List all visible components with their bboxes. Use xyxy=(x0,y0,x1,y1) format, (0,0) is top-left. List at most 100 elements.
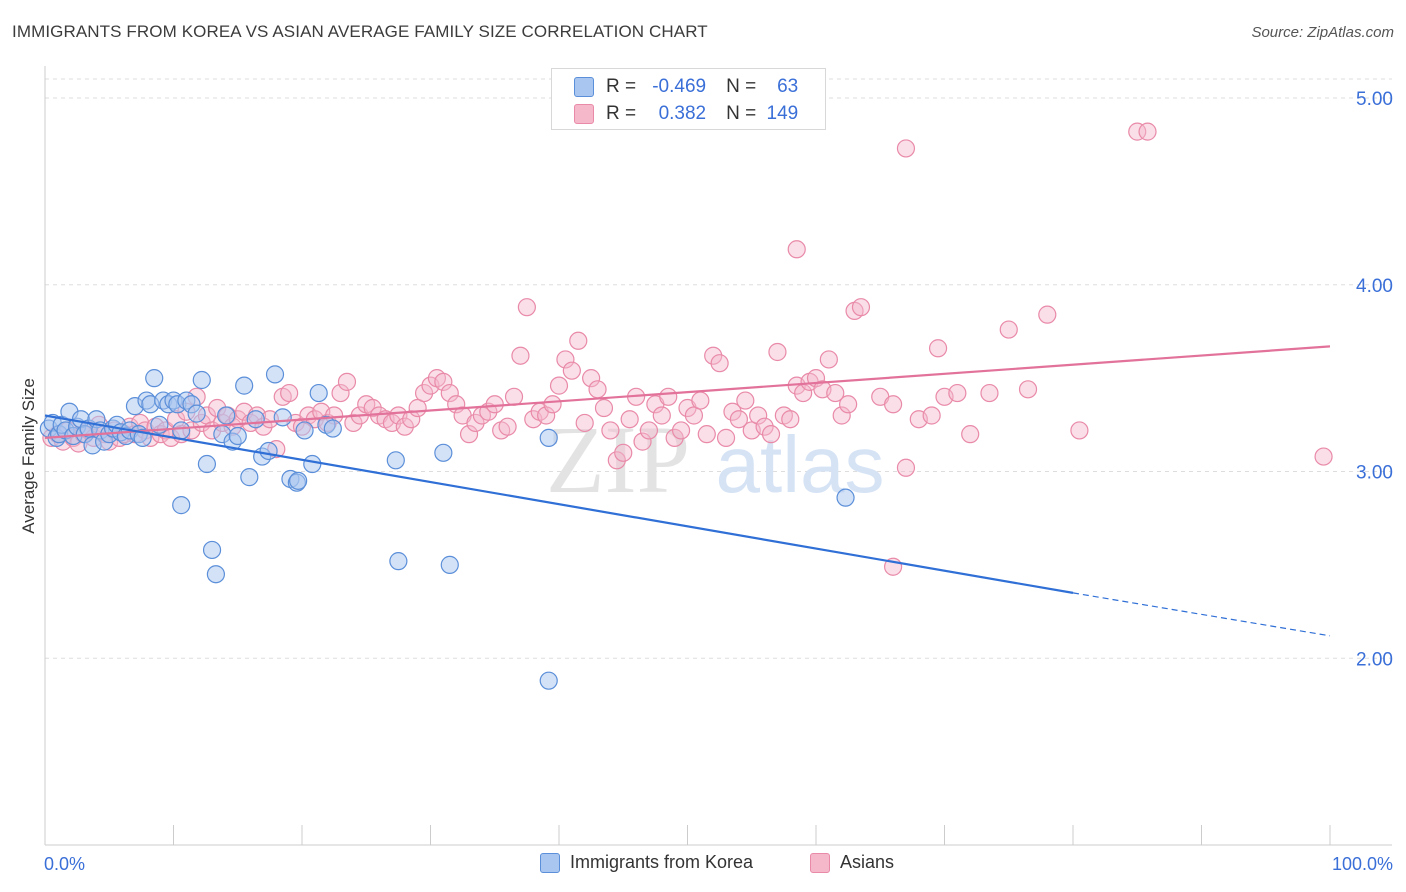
asians-point-73 xyxy=(466,413,485,433)
r-value-asians: 0.382 xyxy=(658,103,707,124)
asians-point-113 xyxy=(723,402,742,421)
asians-point-69 xyxy=(440,383,459,403)
chart-source: Source: ZipAtlas.com xyxy=(1251,24,1394,41)
korea-point-55 xyxy=(303,454,322,474)
asians-point-99 xyxy=(633,432,652,451)
asians-point-150 xyxy=(1138,122,1157,141)
n-value-asians: 149 xyxy=(766,103,799,124)
asians-point-135 xyxy=(883,395,903,414)
asians-point-44 xyxy=(280,383,299,403)
asians-point-120 xyxy=(768,342,787,362)
asians-point-141 xyxy=(961,425,980,444)
asians-point-131 xyxy=(839,395,858,414)
legend-label-asians: Asians xyxy=(840,852,895,872)
asians-point-142 xyxy=(980,383,999,403)
korea-point-44 xyxy=(228,426,247,446)
r-label: R = xyxy=(606,76,637,97)
korea-swatch xyxy=(574,77,594,97)
korea-point-66 xyxy=(836,488,855,507)
asians-point-129 xyxy=(826,383,845,403)
korea-point-42 xyxy=(217,406,236,425)
asians-point-92 xyxy=(588,380,607,399)
x-tick-labels: 0.0% 100.0% xyxy=(44,854,1393,874)
korea-point-50 xyxy=(265,365,285,384)
x-tick-label-0: 0.0% xyxy=(44,854,85,874)
n-value-korea: 63 xyxy=(777,76,799,97)
korea-trend-line xyxy=(44,414,1074,594)
n-label: N = xyxy=(726,76,757,97)
korea-point-67 xyxy=(289,471,308,490)
legend-item-asians[interactable]: Asians xyxy=(810,852,894,873)
asians-point-146 xyxy=(1070,421,1089,440)
asians-point-93 xyxy=(594,398,614,418)
asians-point-112 xyxy=(716,428,736,447)
korea-point-45 xyxy=(235,376,254,395)
trend-lines xyxy=(44,345,1331,637)
asians-point-143 xyxy=(999,320,1018,339)
korea-point-38 xyxy=(197,454,217,474)
asians-point-144 xyxy=(1018,380,1038,399)
asians-point-140 xyxy=(948,383,967,403)
asians-point-110 xyxy=(704,346,723,365)
korea-point-60 xyxy=(389,552,408,571)
asians-point-104 xyxy=(665,428,684,447)
asians-point-53 xyxy=(337,372,357,391)
watermark-atlas: atlas xyxy=(716,420,885,509)
korea-point-63 xyxy=(440,555,459,574)
korea-point-39 xyxy=(202,540,222,560)
asians-point-149 xyxy=(1128,122,1147,141)
y-tick-label-1: 3.00 xyxy=(1356,463,1393,484)
korea-point-62 xyxy=(434,443,453,462)
legend-item-korea[interactable]: Immigrants from Korea xyxy=(540,852,753,873)
korea-point-51 xyxy=(273,408,292,427)
asians-point-130 xyxy=(832,406,851,425)
asians-point-111 xyxy=(710,354,729,373)
asians-point-80 xyxy=(511,346,530,365)
asians-point-103 xyxy=(659,387,678,406)
korea-point-58 xyxy=(323,419,342,438)
axes xyxy=(44,66,1392,846)
asians-point-65 xyxy=(414,383,434,403)
correlation-legend: R = -0.469 N = 63 R = 0.382 N = 149 xyxy=(551,68,826,130)
asians-point-133 xyxy=(851,298,871,317)
asians-point-89 xyxy=(569,331,588,350)
asians-point-138 xyxy=(922,406,941,425)
asians-point-153 xyxy=(1314,447,1333,466)
x-tick-label-1: 100.0% xyxy=(1332,854,1393,874)
asians-point-68 xyxy=(434,372,453,391)
asians-point-88 xyxy=(562,361,581,380)
asians-point-72 xyxy=(459,425,479,444)
asians-point-100 xyxy=(639,421,659,440)
legend-label-korea: Immigrants from Korea xyxy=(570,852,754,872)
asians-point-86 xyxy=(549,376,569,395)
y-tick-label-2: 4.00 xyxy=(1356,276,1393,297)
r-label: R = xyxy=(606,103,637,124)
asians-point-117 xyxy=(749,406,768,425)
legend-row-asians: R = 0.382 N = 149 xyxy=(574,101,798,127)
chart-title: IMMIGRANTS FROM KOREA VS ASIAN AVERAGE F… xyxy=(12,22,708,41)
legend-row-korea: R = -0.469 N = 63 xyxy=(574,74,798,100)
asians-point-105 xyxy=(671,421,691,440)
asians-point-148 xyxy=(896,139,916,158)
asians-point-85 xyxy=(543,395,562,414)
korea-point-36 xyxy=(187,404,206,423)
asians-point-81 xyxy=(517,298,536,317)
korea-point-56 xyxy=(309,383,328,403)
korea-point-54 xyxy=(295,421,314,440)
asians-point-119 xyxy=(761,425,781,444)
series-legend: Immigrants from Korea Asians xyxy=(0,852,1406,878)
watermark: ZIP atlas xyxy=(546,406,884,513)
asians-point-118 xyxy=(755,417,774,436)
korea-point-47 xyxy=(246,410,265,429)
y-axis-label: Average Family Size xyxy=(19,378,38,534)
n-label: N = xyxy=(726,103,757,124)
asians-point-136 xyxy=(896,458,916,477)
asians-point-95 xyxy=(607,451,626,470)
asians-point-114 xyxy=(729,410,749,429)
asians-point-87 xyxy=(556,350,575,369)
y-tick-label-0: 2.00 xyxy=(1356,649,1393,670)
r-value-korea: -0.469 xyxy=(652,76,707,97)
asians-trend-line xyxy=(44,345,1331,439)
korea-point-40 xyxy=(206,565,226,584)
asians-point-76 xyxy=(485,395,504,414)
